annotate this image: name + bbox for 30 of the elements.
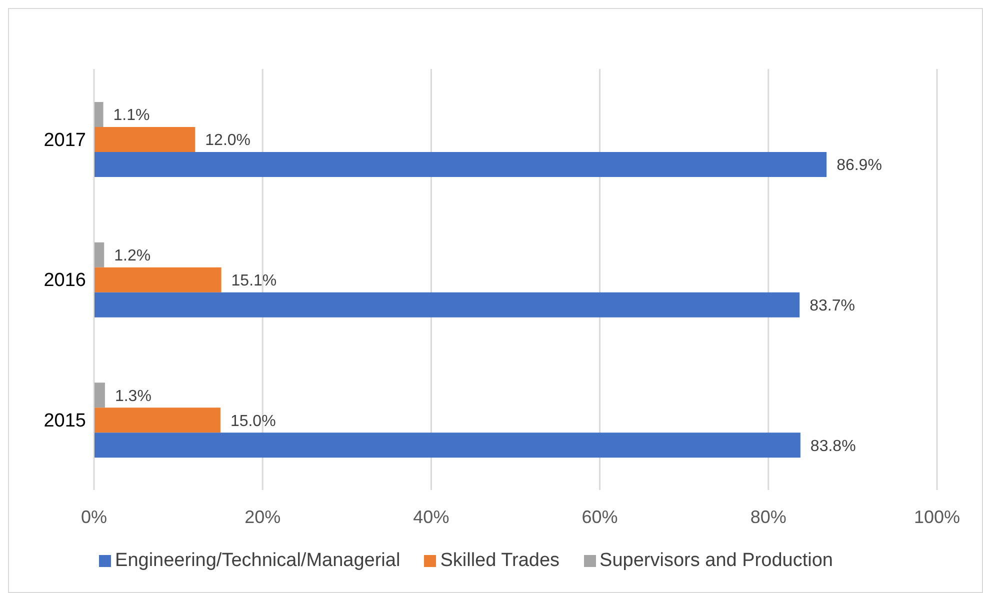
data-label: 15.1% [231,272,277,290]
data-label: 83.7% [810,297,855,314]
data-label: 83.8% [810,438,856,455]
bar [94,408,220,433]
data-label: 1.3% [114,388,152,405]
bar [94,382,105,408]
x-tick-label: 80% [750,506,786,527]
x-tick-label: 0% [80,506,108,527]
y-tick-label: 2017 [44,130,86,151]
bar [94,432,800,458]
x-tick-label: 100% [914,506,960,527]
data-label: 12.0% [205,132,251,150]
bar [94,242,104,268]
data-label: 1.1% [113,107,150,124]
bar [94,127,196,152]
legend-label: Supervisors and Production [600,550,833,571]
data-label: 15.0% [230,412,276,430]
x-tick-label: 20% [244,506,281,527]
bar [94,292,800,318]
bar [94,267,222,292]
bar [94,152,827,177]
legend-label: Skilled Trades [440,550,560,571]
y-tick-label: 2016 [44,270,86,292]
x-tick-label: 40% [413,506,450,527]
y-tick-label: 2015 [44,410,86,432]
bar [94,102,104,127]
x-tick-label: 60% [582,506,618,527]
legend-label: Engineering/Technical/Managerial [115,550,400,571]
data-label: 86.9% [836,157,882,174]
data-label: 1.2% [114,247,151,264]
